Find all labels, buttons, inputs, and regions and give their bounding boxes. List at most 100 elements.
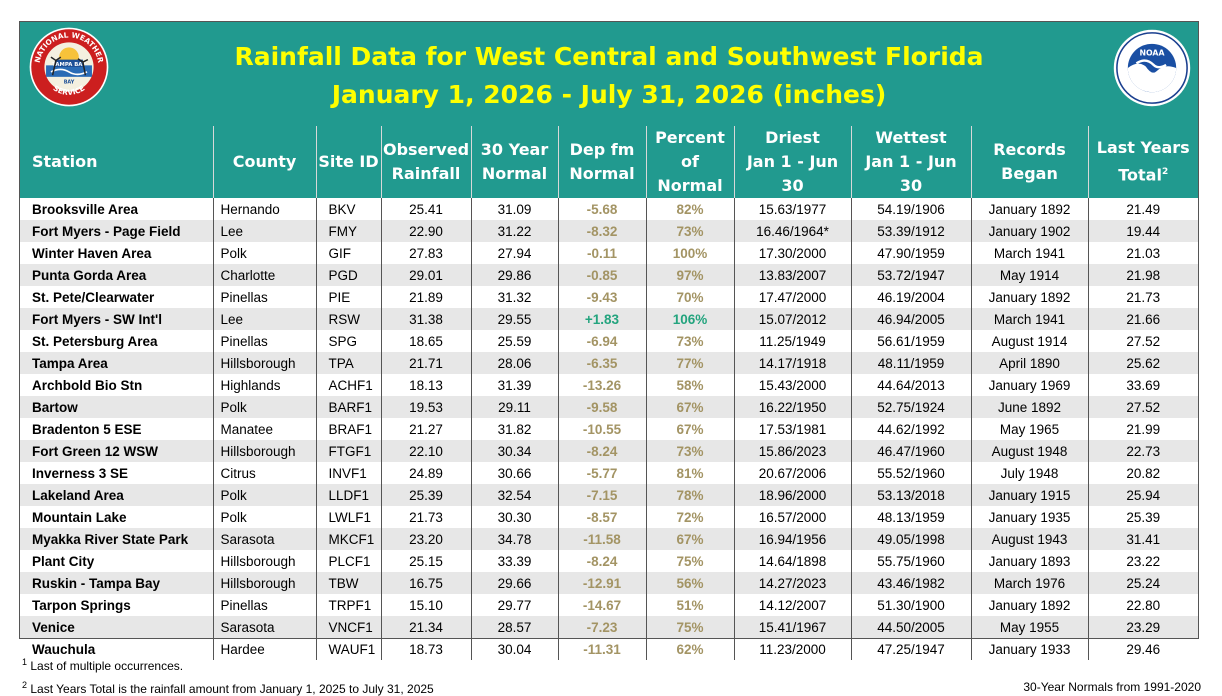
site-id-cell: BKV bbox=[315, 198, 381, 220]
station-cell: Bartow bbox=[20, 396, 213, 418]
records-began-cell: July 1948 bbox=[970, 462, 1088, 484]
wettest-cell: 46.19/2004 bbox=[850, 286, 971, 308]
observed-cell: 27.83 bbox=[380, 242, 471, 264]
normal-cell: 30.34 bbox=[470, 440, 558, 462]
departure-cell: -11.31 bbox=[557, 638, 646, 660]
table-row: Bartow Polk BARF1 19.53 29.11 -9.58 67% 16.22/1… bbox=[20, 396, 1198, 418]
last-years-cell: 21.98 bbox=[1087, 264, 1198, 286]
normal-cell: 30.04 bbox=[470, 638, 558, 660]
site-id-cell: LWLF1 bbox=[315, 506, 381, 528]
report-title-line-2: January 1, 2026 - July 31, 2026 (inches) bbox=[331, 80, 887, 109]
percent-cell: 70% bbox=[645, 286, 734, 308]
records-began-cell: June 1892 bbox=[970, 396, 1088, 418]
wettest-cell: 44.64/2013 bbox=[850, 374, 971, 396]
site-id-cell: TPA bbox=[315, 352, 381, 374]
table-row: Lakeland Area Polk LLDF1 25.39 32.54 -7.15 78%… bbox=[20, 484, 1198, 506]
driest-cell: 11.23/2000 bbox=[733, 638, 851, 660]
wettest-cell: 49.05/1998 bbox=[850, 528, 971, 550]
departure-cell: -6.94 bbox=[557, 330, 646, 352]
table-row: Inverness 3 SE Citrus INVF1 24.89 30.66 -5.77… bbox=[20, 462, 1198, 484]
departure-cell: -14.67 bbox=[557, 594, 646, 616]
records-began-cell: August 1943 bbox=[970, 528, 1088, 550]
site-id-cell: PGD bbox=[315, 264, 381, 286]
driest-cell: 17.53/1981 bbox=[733, 418, 851, 440]
percent-cell: 67% bbox=[645, 396, 734, 418]
wettest-cell: 53.72/1947 bbox=[850, 264, 971, 286]
normal-cell: 29.55 bbox=[470, 308, 558, 330]
station-cell: Inverness 3 SE bbox=[32, 465, 129, 481]
station-cell: Archbold Bio Stn bbox=[32, 377, 143, 393]
departure-cell: -7.23 bbox=[557, 616, 646, 638]
driest-cell: 20.67/2006 bbox=[733, 462, 851, 484]
footnote-2: 2 Last Years Total is the rainfall amoun… bbox=[22, 680, 434, 696]
driest-cell: 18.96/2000 bbox=[733, 484, 851, 506]
percent-cell: 81% bbox=[645, 462, 734, 484]
last-years-cell: 21.49 bbox=[1087, 198, 1198, 220]
table-row: Bradenton 5 ESE Manatee BRAF1 21.27 31.82 -10… bbox=[20, 418, 1198, 440]
normal-cell: 29.66 bbox=[470, 572, 558, 594]
records-began-cell: January 1969 bbox=[970, 374, 1088, 396]
driest-cell: 15.43/2000 bbox=[733, 374, 851, 396]
wettest-cell: 44.50/2005 bbox=[850, 616, 971, 638]
wettest-cell: 44.62/1992 bbox=[850, 418, 971, 440]
percent-cell: 67% bbox=[645, 418, 734, 440]
driest-cell: 16.22/1950 bbox=[733, 396, 851, 418]
percent-cell: 106% bbox=[645, 308, 734, 330]
county-cell: Polk bbox=[212, 506, 316, 528]
observed-cell: 31.38 bbox=[380, 308, 471, 330]
normal-cell: 31.32 bbox=[470, 286, 558, 308]
county-cell: Hardee bbox=[212, 638, 316, 660]
col-percent: Percent of Normal bbox=[645, 126, 734, 198]
county-cell: Polk bbox=[212, 242, 316, 264]
nws-tampa-bay-logo-icon: TAMPA BAY BAY NATIONAL WEATHER SERVICE bbox=[29, 27, 109, 107]
table-row: Fort Myers - SW Int'l Lee RSW 31.38 29.55 +1.… bbox=[20, 308, 1198, 330]
records-began-cell: January 1935 bbox=[970, 506, 1088, 528]
wettest-cell: 46.94/2005 bbox=[850, 308, 971, 330]
title-banner: TAMPA BAY BAY NATIONAL WEATHER SERVICE R… bbox=[20, 22, 1198, 126]
driest-cell: 16.94/1956 bbox=[733, 528, 851, 550]
station-cell: St. Pete/Clearwater bbox=[32, 289, 155, 305]
wettest-cell: 54.19/1906 bbox=[850, 198, 971, 220]
site-id-cell: BRAF1 bbox=[315, 418, 381, 440]
observed-cell: 25.15 bbox=[380, 550, 471, 572]
table-row: Wauchula Hardee WAUF1 18.73 30.04 -11.31 62% 11… bbox=[20, 638, 1198, 660]
normal-cell: 31.39 bbox=[470, 374, 558, 396]
table-row: Punta Gorda Area Charlotte PGD 29.01 29.86 -0… bbox=[20, 264, 1198, 286]
col-wettest: Wettest Jan 1 - Jun 30 bbox=[850, 126, 971, 198]
departure-cell: -13.26 bbox=[557, 374, 646, 396]
wettest-cell: 53.13/2018 bbox=[850, 484, 971, 506]
normal-cell: 25.59 bbox=[470, 330, 558, 352]
percent-cell: 72% bbox=[645, 506, 734, 528]
observed-cell: 15.10 bbox=[380, 594, 471, 616]
percent-cell: 73% bbox=[645, 220, 734, 242]
normal-cell: 28.57 bbox=[470, 616, 558, 638]
observed-cell: 23.20 bbox=[380, 528, 471, 550]
departure-cell: -10.55 bbox=[557, 418, 646, 440]
wettest-cell: 43.46/1982 bbox=[850, 572, 971, 594]
observed-cell: 22.90 bbox=[380, 220, 471, 242]
table-row: Ruskin - Tampa Bay Hillsborough TBW 16.75 29… bbox=[20, 572, 1198, 594]
col-records-began: Records Began bbox=[970, 126, 1088, 198]
site-id-cell: RSW bbox=[315, 308, 381, 330]
station-cell: Venice bbox=[20, 616, 213, 638]
driest-cell: 15.86/2023 bbox=[733, 440, 851, 462]
wettest-cell: 55.75/1960 bbox=[850, 550, 971, 572]
records-began-cell: August 1948 bbox=[970, 440, 1088, 462]
table-header: Station County Site ID Observed Rainfall … bbox=[20, 126, 1198, 198]
last-years-cell: 31.41 bbox=[1087, 528, 1198, 550]
station-cell: Fort Myers - SW Int'l bbox=[20, 308, 213, 330]
percent-cell: 82% bbox=[645, 198, 734, 220]
table-body: Brooksville Area Hernando BKV 25.41 31.09 -5.… bbox=[20, 198, 1198, 660]
station-cell: Mountain Lake bbox=[32, 509, 127, 525]
site-id-cell: INVF1 bbox=[315, 462, 381, 484]
county-cell: Hernando bbox=[212, 198, 316, 220]
station-cell: Bradenton 5 ESE bbox=[32, 421, 142, 437]
observed-cell: 18.73 bbox=[380, 638, 471, 660]
observed-cell: 29.01 bbox=[380, 264, 471, 286]
county-cell: Pinellas bbox=[212, 286, 316, 308]
records-began-cell: January 1933 bbox=[970, 638, 1088, 660]
wettest-cell: 52.75/1924 bbox=[850, 396, 971, 418]
table-row: Plant City Hillsborough PLCF1 25.15 33.39 -8.… bbox=[20, 550, 1198, 572]
driest-cell: 15.41/1967 bbox=[733, 616, 851, 638]
observed-cell: 21.73 bbox=[380, 506, 471, 528]
